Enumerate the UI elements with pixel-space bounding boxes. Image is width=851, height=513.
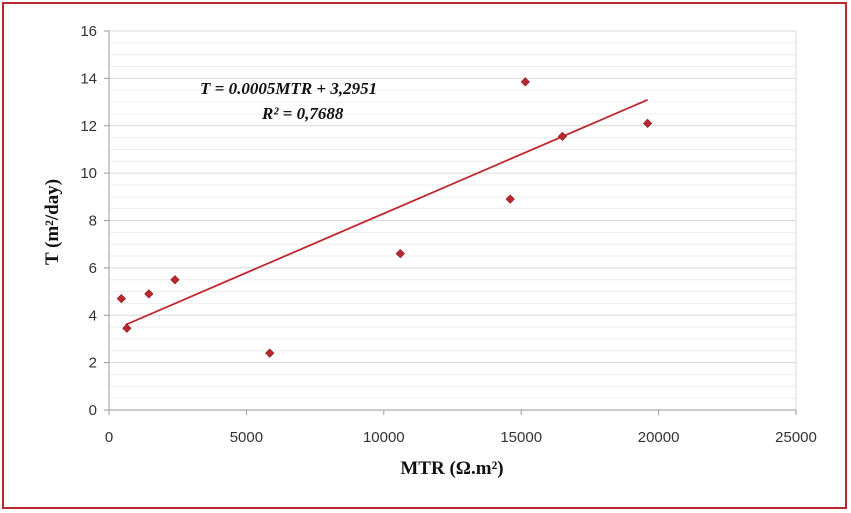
data-point — [265, 348, 275, 358]
x-tick-label: 20000 — [638, 429, 680, 446]
tick-labels: 0 2 4 6 8 10 12 14 16 0 5000 10000 15000 20000 25000 — [80, 23, 817, 446]
x-tick-label: 25000 — [775, 429, 817, 446]
y-tick-label: 12 — [80, 118, 97, 135]
y-tick-label: 14 — [80, 70, 97, 87]
y-tick-label: 16 — [80, 23, 97, 40]
y-tick-label: 10 — [80, 165, 97, 182]
data-points — [116, 77, 653, 358]
x-tick-label: 10000 — [363, 429, 405, 446]
x-tick-label: 15000 — [500, 429, 542, 446]
axes — [104, 30, 797, 415]
trendline-equation: T = 0.0005MTR + 3,2951 — [200, 79, 377, 98]
y-tick-label: 8 — [89, 213, 97, 230]
x-axis-title: MTR (Ω.m²) — [400, 458, 503, 479]
data-point — [144, 289, 154, 299]
data-point — [395, 249, 405, 259]
r-squared-label: R² = 0,7688 — [261, 104, 344, 123]
y-tick-label: 0 — [89, 402, 97, 419]
y-tick-label: 4 — [89, 307, 97, 324]
data-point — [505, 194, 515, 204]
data-point — [642, 118, 653, 129]
grid-lines — [109, 30, 797, 410]
data-point — [170, 275, 180, 285]
x-tick-label: 5000 — [230, 429, 263, 446]
y-tick-label: 6 — [89, 260, 97, 277]
y-axis-title: T (m²/day) — [42, 179, 63, 265]
data-point — [520, 77, 530, 87]
data-point — [557, 131, 568, 142]
data-point — [116, 294, 126, 304]
y-tick-label: 2 — [89, 355, 97, 372]
data-point — [122, 323, 132, 333]
x-tick-label: 0 — [105, 429, 113, 446]
